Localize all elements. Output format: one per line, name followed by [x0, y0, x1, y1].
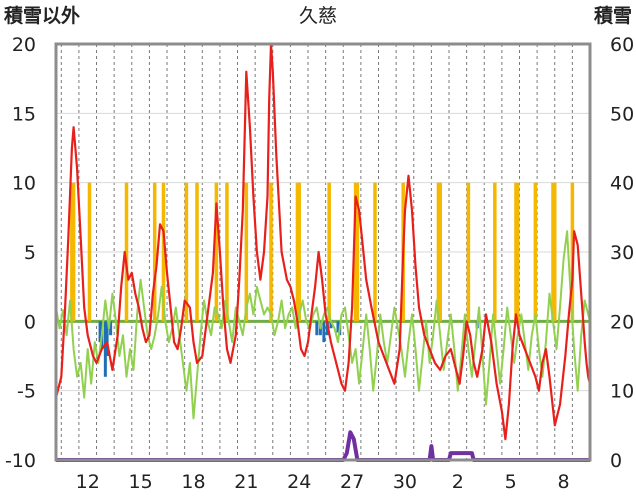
y2-tick-label: 10	[610, 381, 634, 403]
sunshine-bar	[533, 182, 538, 322]
sunshine-bar	[152, 182, 157, 322]
x-tick-label: 24	[287, 471, 311, 493]
y-tick-label: 5	[24, 242, 36, 264]
sunshine-bar	[269, 182, 273, 322]
chart-title: 久慈	[299, 5, 337, 27]
sunshine-bar	[327, 182, 331, 322]
y-tick-label: 0	[24, 311, 36, 333]
y-tick-label: -10	[5, 450, 36, 472]
sunshine-bar	[124, 182, 129, 322]
sunshine-bar	[493, 182, 497, 322]
y-tick-label: -5	[17, 381, 36, 403]
y2-tick-label: 20	[610, 311, 634, 333]
sunshine-bar	[373, 182, 377, 322]
x-tick-label: 15	[129, 471, 153, 493]
sunshine-bar	[244, 182, 249, 322]
sunshine-bar	[214, 182, 219, 322]
precipitation-bar	[103, 321, 107, 377]
x-tick-label: 30	[393, 471, 417, 493]
x-tick-labels: 12 15 18 21 24 27 30 2 5 8	[76, 471, 570, 493]
snow-depth-line	[56, 430, 590, 462]
sunshine-bar	[70, 182, 76, 322]
series-lines	[54, 42, 592, 462]
precipitation-bar	[336, 321, 340, 333]
sunshine-bar	[184, 182, 189, 322]
left-axis-title: 積雪以外	[4, 4, 80, 27]
x-tick-label: 27	[340, 471, 364, 493]
y2-tick-label: 50	[610, 103, 634, 125]
x-tick-label: 2	[452, 471, 464, 493]
y2-tick-label: 30	[610, 242, 634, 264]
sunshine-bar	[514, 182, 520, 322]
precipitation-bar	[98, 321, 102, 343]
x-tick-label: 21	[234, 471, 258, 493]
y2-tick-label: 0	[610, 450, 622, 472]
x-tick-label: 5	[505, 471, 517, 493]
sunshine-bar	[436, 182, 442, 322]
sunshine-bar	[87, 182, 92, 322]
sunshine-bar	[195, 182, 199, 322]
right-axis-title: 積雪	[594, 4, 632, 27]
precipitation-bar	[322, 321, 326, 343]
y-tick-label: 10	[12, 173, 36, 195]
sunshine-bar	[551, 182, 557, 322]
precipitation-bar	[329, 321, 333, 329]
sunshine-bar	[466, 182, 471, 322]
sunshine-bar	[295, 182, 301, 322]
precipitation-bar	[315, 321, 319, 336]
left-y-tick-labels: 20 15 10 5 0 -5 -10	[5, 34, 36, 472]
sunshine-bar	[161, 182, 166, 322]
precipitation-bar	[105, 321, 109, 356]
x-tick-label: 8	[558, 471, 570, 493]
y-tick-label: 15	[12, 103, 36, 125]
y2-tick-label: 60	[610, 34, 634, 56]
precipitation-bar	[109, 321, 113, 336]
x-tick-label: 12	[76, 471, 100, 493]
x-tick-label: 18	[181, 471, 205, 493]
y-tick-label: 20	[12, 34, 36, 56]
right-y-tick-labels: 60 50 40 30 20 10 0	[610, 34, 634, 472]
sunshine-bar	[225, 182, 229, 322]
sunshine-bar	[353, 182, 360, 322]
wind-line	[55, 230, 591, 420]
plot-frame	[54, 42, 592, 462]
y2-tick-label: 40	[610, 173, 634, 195]
temperature-line	[54, 42, 592, 441]
